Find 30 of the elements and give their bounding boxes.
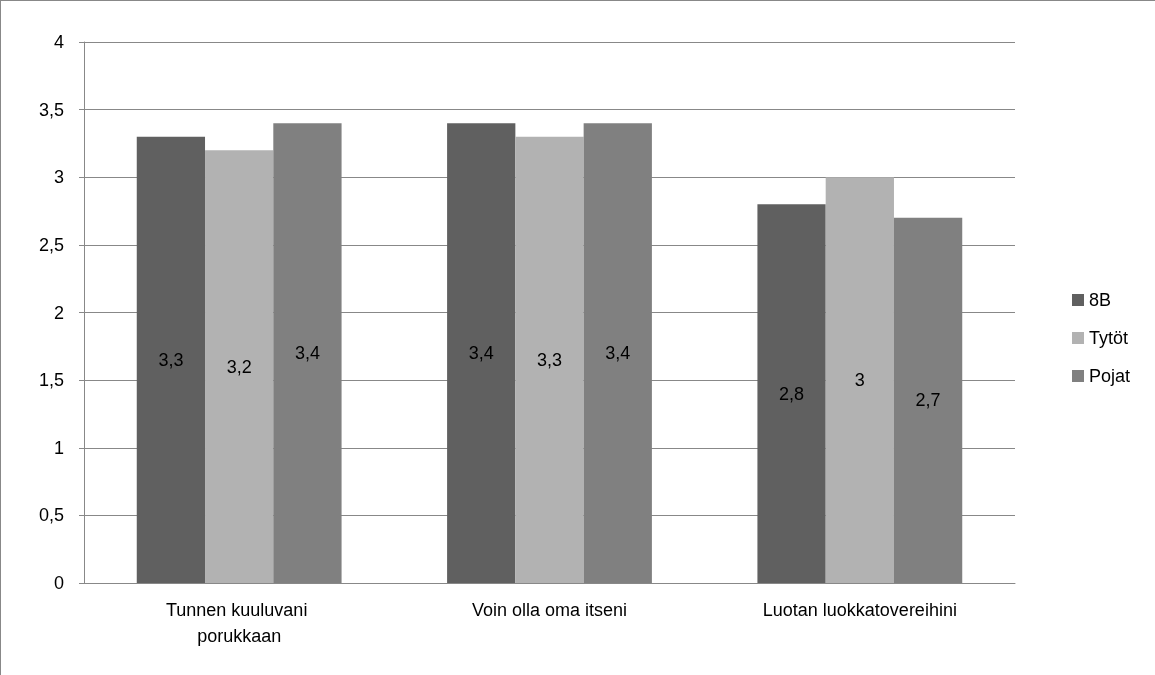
x-tick-label: Tunnen kuuluvani porukkaan bbox=[165, 600, 313, 646]
y-tick-label: 3,5 bbox=[38, 99, 64, 120]
bar bbox=[757, 204, 826, 583]
y-tick-label: 0 bbox=[53, 573, 64, 593]
legend-label: Tytöt bbox=[1088, 328, 1128, 348]
data-label: 3,4 bbox=[294, 343, 320, 364]
data-label: 3,4 bbox=[605, 343, 631, 364]
bar bbox=[825, 177, 894, 583]
y-tick-label: 0,5 bbox=[38, 505, 64, 526]
data-label: 2,8 bbox=[779, 383, 805, 404]
legend-label: 8B bbox=[1088, 290, 1111, 310]
y-tick-label: 3 bbox=[53, 167, 64, 188]
data-label: 3 bbox=[854, 370, 865, 391]
bar bbox=[515, 136, 584, 583]
bar bbox=[205, 150, 274, 583]
bar bbox=[447, 123, 516, 583]
legend-label: Pojat bbox=[1088, 366, 1130, 386]
x-tick-label: Luotan luokkatovereihini bbox=[762, 600, 957, 620]
y-tick-label: 2,5 bbox=[38, 234, 64, 255]
y-tick-label: 2 bbox=[53, 302, 64, 323]
x-tick-label: Voin olla oma itseni bbox=[471, 600, 628, 620]
data-label: 3,2 bbox=[226, 356, 252, 377]
bar bbox=[136, 136, 206, 583]
y-tick-label: 4 bbox=[53, 32, 64, 52]
data-label: 3,4 bbox=[468, 343, 494, 364]
data-label: 3,3 bbox=[536, 349, 563, 370]
y-tick-label: 1,5 bbox=[38, 370, 64, 391]
data-label: 2,7 bbox=[915, 390, 941, 411]
y-tick-label: 1 bbox=[53, 437, 64, 458]
data-label: 3,3 bbox=[158, 349, 184, 370]
